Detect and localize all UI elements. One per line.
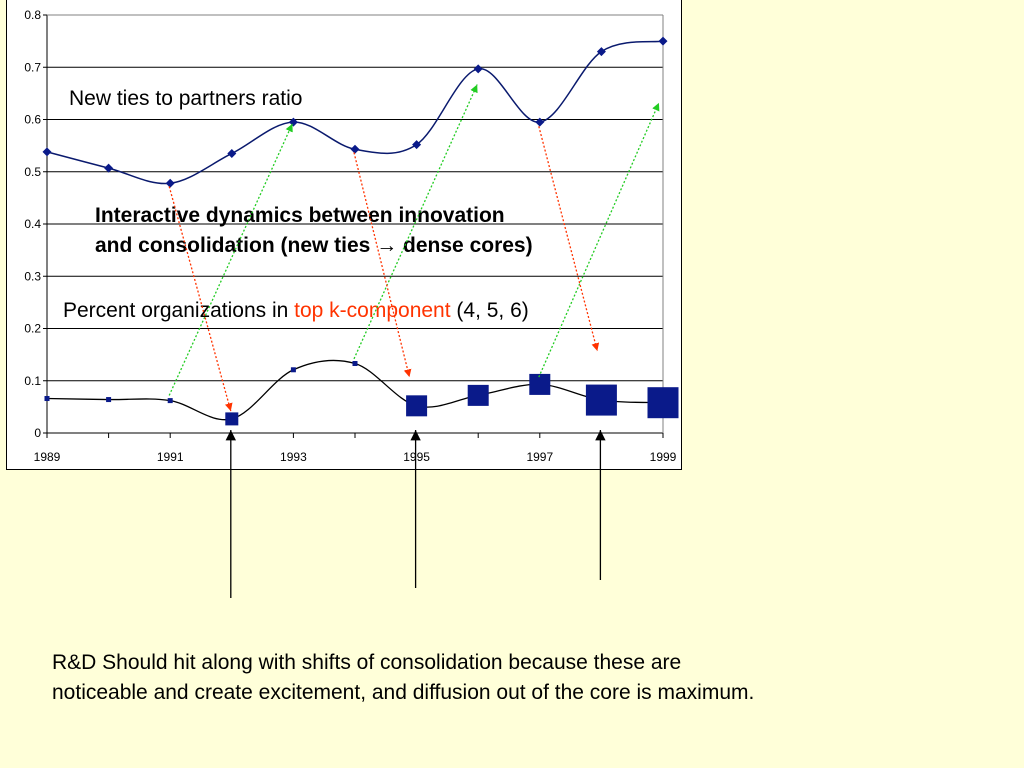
series1-point xyxy=(227,148,237,158)
x-tick-label: 1995 xyxy=(403,450,430,464)
right-arrow-icon: → xyxy=(376,234,398,257)
series1-point xyxy=(658,36,668,46)
y-tick-label: 0.8 xyxy=(24,8,41,22)
series2-point xyxy=(467,384,489,406)
series1-line xyxy=(46,40,664,185)
series2-point xyxy=(406,395,428,417)
headline-line2: and consolidation (new ties → dense core… xyxy=(95,231,533,261)
series1-point xyxy=(104,163,114,173)
series2-point xyxy=(44,396,50,402)
series2-line xyxy=(46,359,664,421)
x-tick-label: 1991 xyxy=(157,450,184,464)
y-tick-label: 0.7 xyxy=(24,60,41,74)
chart-headline: Interactive dynamics between innovation … xyxy=(95,201,533,261)
headline-line2-a: and consolidation (new ties xyxy=(95,234,377,257)
tick-labels: 0 0.1 0.2 0.3 0.4 0.5 0.6 0.7 0.8 1989 1991 1993 199… xyxy=(24,8,676,464)
series2-point xyxy=(585,384,617,416)
series1-point xyxy=(165,178,175,188)
chart-panel: 0 0.1 0.2 0.3 0.4 0.5 0.6 0.7 0.8 1989 1991 1993 199… xyxy=(6,0,682,470)
x-tick-label: 1999 xyxy=(650,450,677,464)
series2-point xyxy=(352,361,358,367)
series1-point xyxy=(473,64,483,74)
series2-point xyxy=(106,397,112,403)
series2-point xyxy=(529,373,551,395)
series2-label: Percent organizations in top k-component… xyxy=(63,299,529,323)
y-tick-label: 0.1 xyxy=(24,374,41,388)
series2-label-a: Percent organizations in xyxy=(63,299,295,322)
headline-line2-b: dense cores) xyxy=(397,234,533,257)
note-paragraph: R&D Should hit along with shifts of cons… xyxy=(52,651,755,704)
series1-label: New ties to partners ratio xyxy=(69,87,303,110)
series1-point xyxy=(42,147,52,157)
axes xyxy=(43,14,664,438)
y-tick-label: 0 xyxy=(34,426,41,440)
series2-label-b: (4, 5, 6) xyxy=(450,299,529,322)
y-tick-label: 0.4 xyxy=(24,217,41,231)
x-tick-label: 1989 xyxy=(34,450,61,464)
series2-label-highlight: top k-component xyxy=(294,299,451,322)
series2-point xyxy=(290,367,296,373)
series1-point xyxy=(288,117,298,127)
series1-point xyxy=(596,47,606,57)
series1-point xyxy=(350,144,360,154)
headline-line1: Interactive dynamics between innovation xyxy=(95,204,505,227)
series2-point xyxy=(647,387,679,419)
y-tick-label: 0.6 xyxy=(24,113,41,127)
x-tick-label: 1997 xyxy=(526,450,553,464)
grid-lines xyxy=(47,14,663,382)
x-tick-label: 1993 xyxy=(280,450,307,464)
series1-point xyxy=(535,117,545,127)
y-tick-label: 0.5 xyxy=(24,165,41,179)
series2-point xyxy=(167,398,173,404)
y-tick-label: 0.3 xyxy=(24,269,41,283)
series2-point xyxy=(225,412,239,426)
y-tick-label: 0.2 xyxy=(24,322,41,336)
